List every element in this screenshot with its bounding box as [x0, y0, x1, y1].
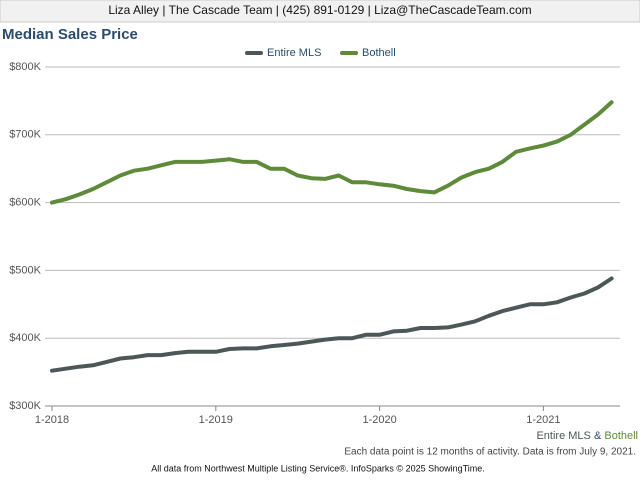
x-tick-label: 1-2019 [199, 414, 233, 426]
y-tick-label: $600K [9, 197, 41, 209]
legend-label: Entire MLS [267, 47, 321, 59]
legend-label: Bothell [362, 47, 396, 59]
caption-part: Entire MLS [536, 430, 590, 442]
x-tick-label: 1-2021 [526, 414, 560, 426]
header-bar [0, 0, 640, 23]
y-tick-label: $700K [9, 129, 41, 141]
series-caption: Entire MLS & Bothell [536, 430, 638, 442]
y-tick-label: $500K [9, 264, 41, 276]
footer: All data from Northwest Multiple Listing… [151, 463, 485, 473]
line [50, 100, 614, 205]
y-tick-label: $800K [9, 61, 41, 73]
line [50, 276, 614, 373]
caption-part: Bothell [604, 430, 638, 442]
header: Liza Alley | The Cascade Team | (425) 89… [108, 3, 531, 17]
y-tick-label: $300K [9, 400, 41, 412]
x-tick-label: 1-2018 [35, 414, 69, 426]
x-tick-label: 1-2020 [362, 414, 396, 426]
note: Each data point is 12 months of activity… [344, 447, 636, 458]
y-tick-label: $400K [9, 332, 41, 344]
caption-part: & [594, 430, 602, 442]
chart-title: Median Sales Price [2, 26, 138, 43]
